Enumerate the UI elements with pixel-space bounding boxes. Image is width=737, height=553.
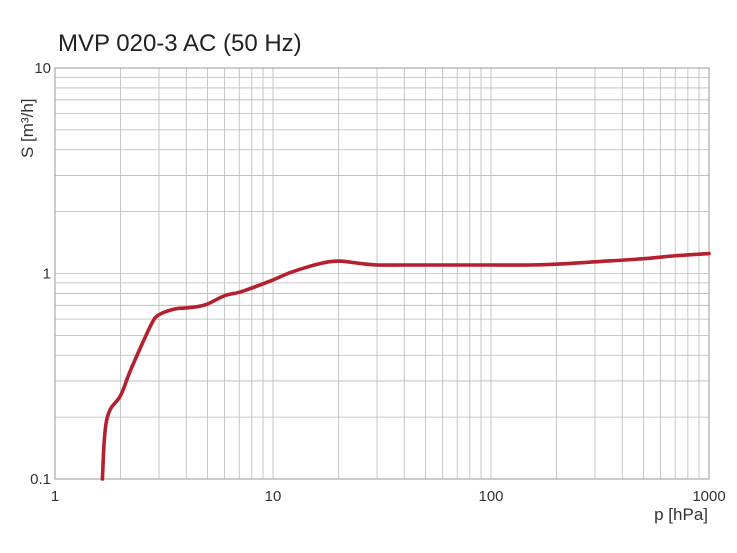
series-layer	[100, 251, 711, 481]
y-axis-label: S [m³/h]	[18, 98, 37, 158]
x-tick-label: 1	[51, 488, 59, 505]
x-tick-label: 10	[265, 488, 282, 505]
x-tick-labels: 1 10 100 1000	[51, 488, 726, 505]
x-tick-label: 1000	[692, 488, 725, 505]
grid	[54, 68, 709, 480]
x-tick-label: 100	[478, 488, 503, 505]
y-tick-label: 1	[43, 266, 51, 283]
y-tick-label: 0.1	[30, 471, 51, 488]
chart-title: MVP 020-3 AC (50 Hz)	[58, 30, 302, 57]
plot-frame	[54, 67, 710, 480]
pumping-speed-curve	[100, 251, 711, 481]
y-tick-labels: 0.1 1 10	[30, 60, 51, 488]
x-axis-label: p [hPa]	[654, 505, 708, 524]
y-tick-label: 10	[34, 60, 51, 77]
